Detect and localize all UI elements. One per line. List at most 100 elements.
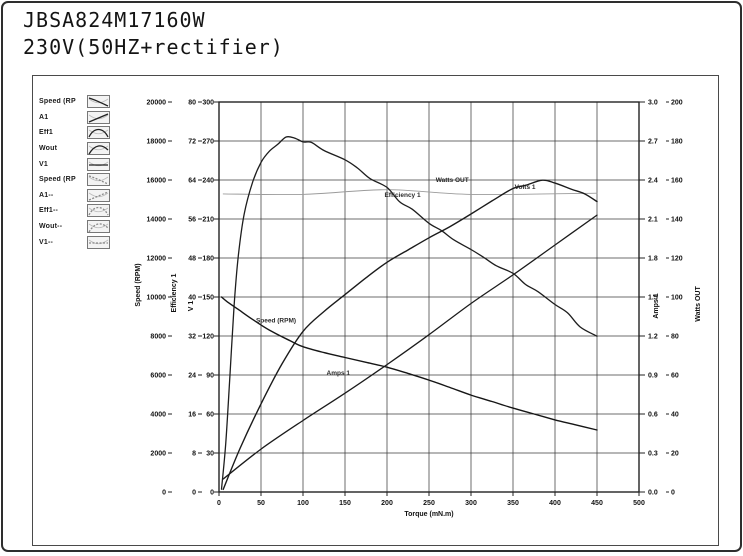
svg-text:2000: 2000: [150, 451, 166, 458]
curve-label-watts: Watts OUT: [436, 177, 469, 184]
svg-text:210: 210: [202, 217, 214, 224]
svg-text:24: 24: [188, 373, 196, 380]
svg-text:56: 56: [188, 217, 196, 224]
x-axis-ticks: 0 50 100 150 200 250 300 350 400 450 500 Torque (mN…: [217, 492, 645, 518]
svg-text:2.7: 2.7: [648, 139, 658, 146]
legend-item-label: Wout--: [39, 223, 63, 231]
legend-item-label: Wout: [39, 145, 58, 153]
svg-text:8: 8: [192, 451, 196, 458]
gridlines: [218, 101, 640, 493]
svg-text:Speed (RPM): Speed (RPM): [135, 263, 142, 306]
series-speed-curve: Speed (RPM): [220, 296, 598, 431]
svg-text:100: 100: [297, 500, 309, 507]
legend-item-label: Eff1: [39, 129, 54, 137]
legend-item: Speed (RP: [39, 172, 129, 188]
legend: Speed (RP A1 Eff1 Wout V1 Speed (RP A1-- Eff1--…: [39, 94, 129, 250]
legend-item: Speed (RP: [39, 94, 129, 110]
series-amps-curve: Amps 1: [222, 214, 598, 480]
legend-item-label: V1--: [39, 238, 54, 246]
performance-chart: 2000018000160001400012000100008000600040…: [135, 100, 702, 519]
series-watts-curve: Watts OUT: [222, 177, 598, 491]
svg-text:40: 40: [671, 412, 679, 419]
svg-text:V 1: V 1: [188, 301, 195, 312]
svg-text:300: 300: [465, 500, 477, 507]
svg-text:150: 150: [339, 500, 351, 507]
svg-text:64: 64: [188, 178, 196, 185]
legend-item-label: A1: [39, 113, 49, 121]
svg-text:32: 32: [188, 334, 196, 341]
svg-text:3.0: 3.0: [648, 100, 658, 107]
svg-text:2.1: 2.1: [648, 217, 658, 224]
svg-text:1.8: 1.8: [648, 256, 658, 263]
svg-text:30: 30: [206, 451, 214, 458]
svg-text:72: 72: [188, 139, 196, 146]
svg-text:0.9: 0.9: [648, 373, 658, 380]
svg-text:90: 90: [206, 373, 214, 380]
series-eff-curve: Efficiency 1: [220, 135, 598, 490]
wout-curve-icon: [87, 220, 110, 234]
svg-text:60: 60: [671, 373, 679, 380]
svg-text:250: 250: [423, 500, 435, 507]
svg-text:14000: 14000: [147, 217, 167, 224]
amps-curve-icon: [87, 110, 110, 124]
svg-text:180: 180: [671, 139, 683, 146]
svg-text:Efficiency 1: Efficiency 1: [171, 273, 178, 312]
svg-text:0: 0: [671, 490, 675, 497]
svg-text:200: 200: [671, 100, 683, 107]
svg-text:10000: 10000: [147, 295, 167, 302]
svg-text:1.2: 1.2: [648, 334, 658, 341]
title-block: JBSA824M17160W 230V(50HZ+rectifier): [23, 7, 284, 61]
legend-item-label: A1--: [39, 191, 54, 199]
svg-text:60: 60: [206, 412, 214, 419]
legend-item: A1: [39, 110, 129, 126]
svg-text:0.0: 0.0: [648, 490, 658, 497]
title-supply: 230V(50HZ+rectifier): [23, 35, 284, 59]
svg-text:12000: 12000: [147, 256, 167, 263]
svg-text:270: 270: [202, 139, 214, 146]
svg-text:48: 48: [188, 256, 196, 263]
legend-item-label: Eff1--: [39, 207, 59, 215]
svg-text:350: 350: [507, 500, 519, 507]
legend-item-label: V1: [39, 160, 48, 168]
svg-text:0: 0: [217, 500, 221, 507]
svg-text:80: 80: [188, 100, 196, 107]
speed-axis-ticks: 2000018000160001400012000100008000600040…: [135, 100, 172, 497]
svg-text:150: 150: [202, 295, 214, 302]
legend-item-label: Speed (RP: [39, 176, 76, 184]
svg-text:20: 20: [671, 451, 679, 458]
svg-text:120: 120: [202, 334, 214, 341]
amps-curve-icon: [87, 188, 110, 202]
svg-text:6000: 6000: [150, 373, 166, 380]
svg-text:140: 140: [671, 217, 683, 224]
curve-label-amps: Amps 1: [327, 370, 351, 377]
svg-text:1.5: 1.5: [648, 295, 658, 302]
svg-text:500: 500: [633, 500, 645, 507]
wout-curve-icon: [87, 142, 110, 156]
svg-text:300: 300: [202, 100, 214, 107]
svg-text:80: 80: [671, 334, 679, 341]
curve-label-eff: Efficiency 1: [384, 192, 421, 199]
svg-text:0.3: 0.3: [648, 451, 658, 458]
legend-item: Wout: [39, 141, 129, 157]
svg-text:100: 100: [671, 295, 683, 302]
speed-curve-icon: [87, 95, 110, 109]
x-axis-title: Torque (mN.m): [404, 511, 453, 518]
legend-item: V1: [39, 156, 129, 172]
svg-text:18000: 18000: [147, 139, 167, 146]
svg-text:400: 400: [549, 500, 561, 507]
v-curve-icon: [87, 157, 110, 171]
svg-text:450: 450: [591, 500, 603, 507]
eff-curve-icon: [87, 126, 110, 140]
legend-item-label: Speed (RP: [39, 98, 76, 106]
svg-text:8000: 8000: [150, 334, 166, 341]
eff-curve-icon: [87, 204, 110, 218]
svg-text:16: 16: [188, 412, 196, 419]
svg-text:Watts OUT: Watts OUT: [695, 286, 702, 322]
legend-item: A1--: [39, 188, 129, 204]
svg-text:20000: 20000: [147, 100, 167, 107]
legend-item: V1--: [39, 234, 129, 250]
curve-label-speed: Speed (RPM): [256, 317, 296, 324]
